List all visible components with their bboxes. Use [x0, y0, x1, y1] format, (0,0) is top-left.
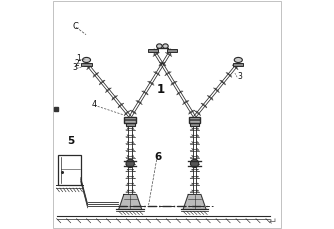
- Circle shape: [126, 160, 134, 168]
- Bar: [167, 49, 177, 53]
- Ellipse shape: [157, 45, 162, 49]
- Circle shape: [190, 160, 199, 168]
- Text: 2: 2: [74, 58, 79, 67]
- Bar: [190, 123, 199, 126]
- Text: 3: 3: [237, 72, 242, 81]
- Ellipse shape: [234, 58, 242, 63]
- Text: ↵: ↵: [268, 216, 276, 226]
- Ellipse shape: [82, 58, 91, 63]
- Text: 4: 4: [92, 100, 97, 109]
- Polygon shape: [119, 195, 142, 210]
- Text: 1: 1: [76, 54, 81, 63]
- Bar: [81, 64, 92, 67]
- Bar: [126, 123, 135, 126]
- Bar: [125, 117, 136, 123]
- Bar: [148, 49, 158, 53]
- Bar: [233, 64, 243, 67]
- Text: 1: 1: [157, 83, 165, 96]
- Text: 5: 5: [67, 135, 75, 145]
- Polygon shape: [183, 195, 206, 210]
- Bar: [58, 156, 81, 185]
- Bar: [189, 117, 200, 123]
- Text: C: C: [73, 22, 78, 31]
- Text: 6: 6: [154, 151, 162, 161]
- Ellipse shape: [163, 45, 168, 49]
- Text: 3: 3: [73, 63, 77, 72]
